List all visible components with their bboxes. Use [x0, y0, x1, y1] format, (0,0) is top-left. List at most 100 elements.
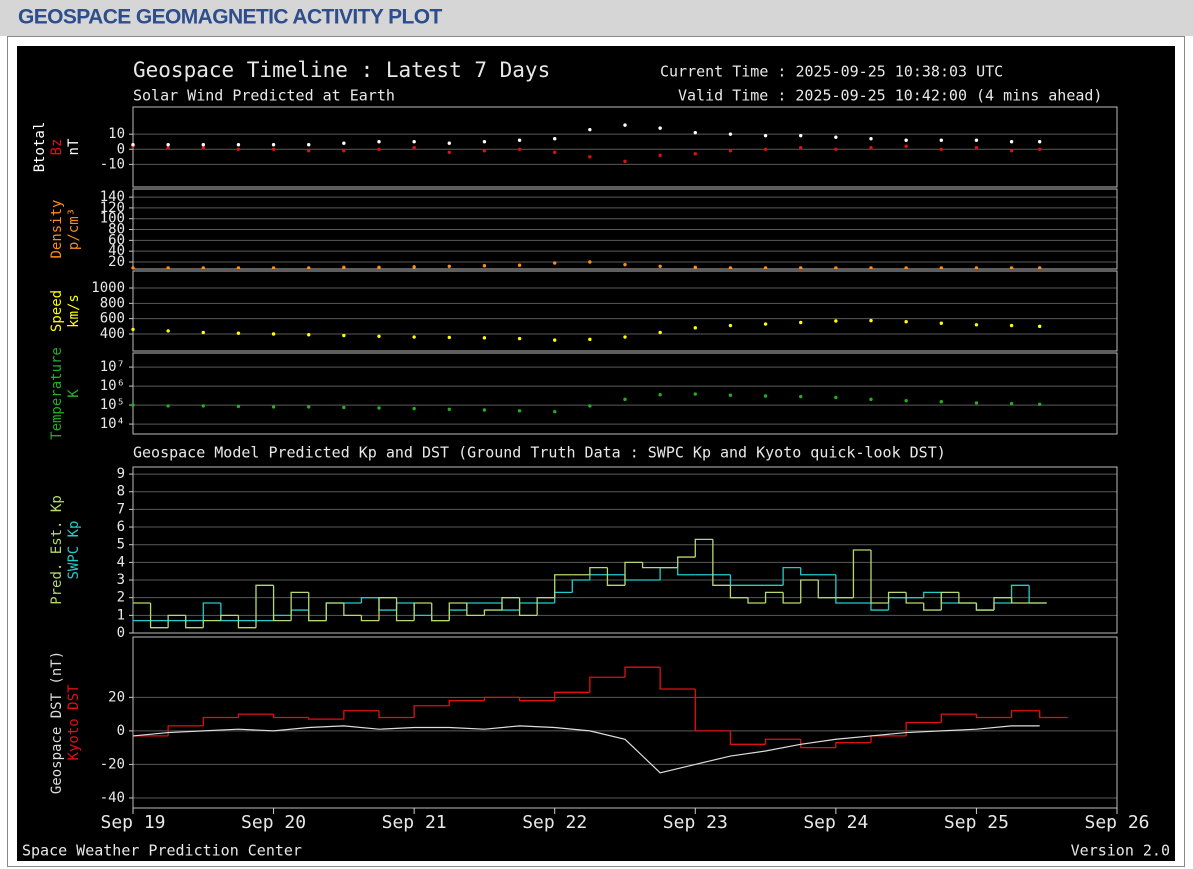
step-segment	[448, 602, 467, 621]
data-dot	[517, 263, 522, 267]
data-dot	[658, 264, 662, 268]
step-segment	[149, 602, 169, 629]
plot-subtitle: Solar Wind Predicted at Earth	[133, 87, 395, 105]
data-dot	[342, 333, 346, 338]
data-dot	[236, 331, 241, 335]
data-dot	[799, 146, 803, 150]
data-dot	[553, 150, 557, 154]
data-dot	[131, 403, 135, 407]
step-segment	[975, 602, 994, 611]
panel-frame	[132, 270, 1118, 352]
data-dot	[834, 266, 838, 270]
data-dot	[553, 261, 557, 265]
step-segment	[272, 714, 309, 719]
step-segment	[817, 580, 836, 599]
step-segment	[536, 597, 555, 616]
step-segment	[308, 592, 327, 622]
data-dot	[904, 144, 908, 148]
data-dot	[588, 260, 592, 264]
data-dot	[904, 398, 908, 403]
data-dot	[412, 146, 416, 150]
data-dot	[623, 335, 627, 339]
y-tick-label: 8	[117, 484, 125, 500]
axis-label: K	[66, 389, 82, 398]
data-dot	[939, 400, 943, 404]
step-segment	[554, 574, 573, 598]
data-dot	[869, 397, 873, 402]
axis-label: Bz	[49, 139, 65, 156]
data-dot	[517, 138, 522, 142]
data-dot	[1037, 266, 1042, 270]
axis-label: km/s	[66, 294, 82, 328]
y-tick-label: 140	[100, 189, 125, 205]
step-segment	[325, 602, 344, 621]
data-dot	[342, 141, 346, 145]
data-dot	[799, 266, 803, 270]
data-dot	[974, 323, 979, 327]
data-dot	[623, 159, 627, 164]
y-tick-label: 0	[117, 723, 125, 739]
step-segment	[290, 591, 309, 621]
data-dot	[553, 136, 557, 141]
y-tick-label: 100	[100, 211, 125, 227]
data-dot	[553, 338, 557, 342]
data-dot	[763, 322, 768, 326]
step-segment	[466, 602, 485, 616]
data-dot	[974, 401, 979, 405]
y-tick-label: 5	[117, 537, 125, 553]
data-dot	[834, 135, 838, 139]
step-segment	[764, 591, 784, 603]
step-segment	[958, 592, 977, 604]
y-tick-label: 40	[108, 243, 125, 259]
data-dot	[412, 265, 416, 269]
data-dot	[482, 140, 487, 144]
data-dot	[588, 337, 592, 342]
data-dot	[728, 323, 733, 328]
data-dot	[517, 409, 522, 413]
header-title: GEOSPACE GEOMAGNETIC ACTIVITY PLOT	[18, 6, 443, 29]
data-dot	[1009, 266, 1014, 270]
data-dot	[377, 265, 381, 270]
header-bar	[0, 0, 1193, 36]
axis-label: Btotal	[32, 122, 48, 173]
data-dot	[271, 266, 276, 270]
step-segment	[870, 550, 889, 604]
y-tick-label: -20	[100, 756, 125, 772]
step-segment	[483, 696, 520, 701]
y-tick-label: -40	[100, 790, 125, 806]
step-segment	[905, 592, 924, 604]
step-segment	[343, 602, 362, 616]
y-tick-label: 10⁷	[100, 359, 125, 375]
step-segment	[835, 574, 854, 604]
data-dot	[447, 150, 451, 154]
step-segment	[624, 561, 643, 586]
data-dot	[693, 392, 697, 396]
data-dot	[236, 143, 241, 147]
step-segment	[905, 721, 942, 736]
y-tick-label: 10	[108, 126, 125, 142]
data-dot	[482, 408, 487, 412]
footer-right: Version 2.0	[1071, 842, 1170, 860]
step-segment	[343, 710, 379, 720]
data-dot	[1009, 401, 1014, 406]
data-dot	[377, 147, 381, 151]
data-dot	[166, 266, 170, 270]
x-tick-label: Sep 20	[241, 812, 306, 833]
y-tick-label: 20	[108, 254, 125, 270]
data-dot	[904, 266, 908, 270]
data-dot	[482, 336, 487, 340]
data-dot	[869, 318, 873, 323]
step-segment	[185, 615, 204, 629]
step-segment	[606, 567, 625, 586]
data-dot	[834, 319, 838, 323]
step-segment	[167, 614, 186, 628]
data-dot	[307, 143, 311, 147]
data-dot	[869, 136, 873, 141]
axis-label: Speed	[49, 290, 65, 332]
step-segment	[694, 538, 713, 558]
data-dot	[623, 123, 627, 127]
step-segment	[202, 716, 239, 726]
y-tick-label: 0	[117, 625, 125, 641]
step-segment	[518, 697, 555, 702]
step-segment	[659, 667, 696, 690]
